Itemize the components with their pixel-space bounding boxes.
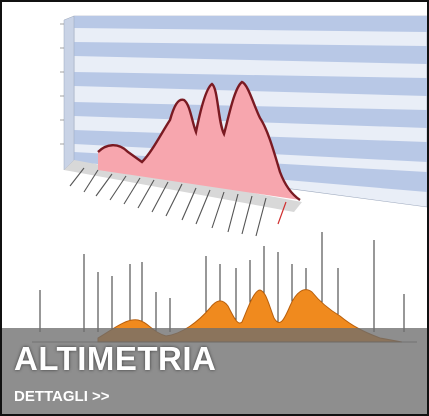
route-elevation-profile-icon [32, 232, 417, 343]
elevation-3d-chart-icon [60, 15, 427, 237]
details-link[interactable]: DETTAGLI >> [14, 388, 110, 405]
card-title: ALTIMETRIA [14, 340, 217, 377]
caption-band [2, 328, 427, 414]
